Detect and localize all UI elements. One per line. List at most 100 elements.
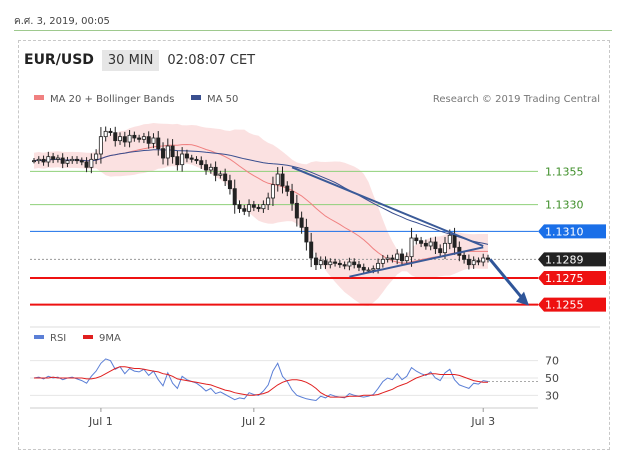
- level-badge-text-1.1310: 1.1310: [545, 225, 584, 238]
- candle-body: [404, 256, 409, 262]
- candle-body: [213, 166, 218, 176]
- candle-body: [51, 156, 56, 160]
- chart-header: EUR/USD 30 MIN 02:08:07 CET: [24, 46, 255, 74]
- level-badge-text-1.1255: 1.1255: [545, 299, 584, 312]
- candle-body: [170, 145, 175, 158]
- candle-body: [41, 158, 46, 163]
- candle-body: [462, 254, 467, 260]
- candle-body: [122, 136, 127, 143]
- candle-body: [442, 242, 447, 254]
- level-badge-text-1.1275: 1.1275: [545, 272, 584, 285]
- legend-ma50-label: MA 50: [207, 94, 238, 105]
- candle-body: [98, 136, 103, 155]
- candle-body: [352, 261, 357, 266]
- rsi-legend: RSI 9MA: [34, 333, 121, 344]
- candle-body: [304, 226, 309, 243]
- candle-body: [55, 157, 60, 160]
- bollinger-band: [34, 123, 488, 306]
- top-rule: [14, 30, 612, 31]
- candle-body: [141, 136, 146, 140]
- x-tick-label: Jul 1: [88, 415, 113, 428]
- projection-arrow-shaft: [488, 258, 523, 298]
- candle-body: [180, 153, 185, 166]
- candle-body: [438, 248, 443, 254]
- candle-body: [376, 262, 381, 270]
- candle-body: [194, 158, 199, 162]
- candle-body: [266, 197, 271, 206]
- credit-label: Research © 2019 Trading Central: [433, 94, 600, 105]
- candle-body: [237, 204, 242, 210]
- candle-body: [380, 258, 385, 264]
- chart-frame: [18, 40, 610, 450]
- legend-ma50-swatch: [191, 95, 201, 100]
- candle-body: [452, 234, 457, 248]
- triangle-pattern: [291, 166, 529, 306]
- rsi-tick-70: 70: [545, 355, 559, 368]
- candle-body: [299, 217, 304, 228]
- candle-body: [79, 160, 84, 163]
- candle-body: [285, 185, 290, 192]
- candle-body: [399, 253, 404, 262]
- candle-body: [390, 257, 395, 260]
- candle-body: [261, 204, 266, 210]
- candle-body: [75, 158, 80, 162]
- level-badge-1.1289: [538, 252, 606, 267]
- level-lines: [30, 170, 538, 306]
- rsi-ma9-line: [34, 366, 488, 398]
- candle-body: [342, 264, 347, 267]
- candle-body: [137, 137, 142, 140]
- candles: [32, 126, 490, 274]
- candle-body: [423, 242, 428, 247]
- level-label-1.1355: 1.1355: [545, 165, 584, 178]
- candle-body: [46, 156, 51, 163]
- candle-body: [466, 258, 471, 266]
- candle-body: [414, 237, 419, 242]
- level-badge-1.1255: [538, 297, 606, 312]
- moving-averages: [33, 143, 489, 264]
- instrument-label: EUR/USD: [24, 52, 94, 68]
- candle-body: [290, 190, 295, 204]
- ma50-line: [33, 149, 489, 245]
- candle-body: [232, 188, 237, 206]
- legend: MA 20 + Bollinger Bands MA 50 Research ©…: [34, 94, 600, 105]
- candle-body: [204, 164, 209, 171]
- candle-body: [146, 136, 151, 144]
- rsi-line: [33, 358, 489, 402]
- candle-body: [60, 157, 65, 164]
- level-badge-text-1.1289: 1.1289: [545, 253, 584, 266]
- legend-ma20-label: MA 20 + Bollinger Bands: [50, 94, 174, 105]
- candle-body: [419, 240, 424, 244]
- candle-body: [32, 160, 37, 163]
- trendline-upper: [291, 166, 484, 247]
- date-label: ค.ศ. 3, 2019, 00:05: [14, 16, 110, 27]
- candle-body: [189, 157, 194, 160]
- candle-body: [313, 257, 318, 266]
- candle-body: [151, 137, 156, 144]
- legend-rsi-swatch: [34, 335, 44, 339]
- candle-body: [256, 206, 261, 210]
- candle-body: [347, 261, 352, 267]
- x-tick-label: Jul 3: [470, 415, 495, 428]
- candle-body: [447, 234, 452, 244]
- candle-body: [428, 241, 433, 247]
- candle-body: [356, 264, 361, 268]
- interval-button[interactable]: 30 MIN: [101, 49, 160, 71]
- candle-body: [395, 253, 400, 260]
- candle-body: [184, 153, 189, 159]
- time-label: 02:08:07 CET: [167, 52, 256, 68]
- candle-body: [409, 237, 414, 258]
- candle-body: [36, 158, 41, 162]
- x-axis: Jul 1 Jul 2 Jul 3: [30, 407, 538, 428]
- level-badge-1.1310: [538, 224, 606, 239]
- candle-body: [218, 173, 223, 176]
- candle-body: [433, 241, 438, 250]
- candle-body: [132, 134, 137, 139]
- candle-body: [208, 166, 213, 171]
- candle-body: [328, 261, 333, 266]
- candle-body: [247, 204, 252, 212]
- candle-body: [371, 268, 376, 271]
- candle-body: [165, 145, 170, 159]
- candle-body: [94, 153, 99, 160]
- candle-body: [65, 160, 70, 164]
